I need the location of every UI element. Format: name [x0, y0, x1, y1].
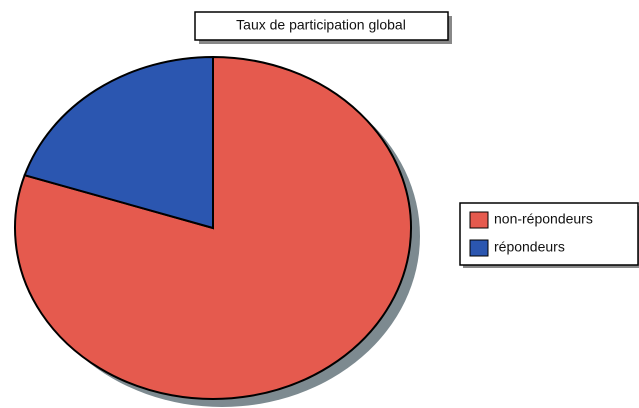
pie-slice	[23, 55, 214, 230]
chart-title: Taux de participation global	[236, 17, 406, 33]
legend-swatch	[469, 211, 489, 229]
title-box	[194, 11, 449, 41]
legend-box	[459, 202, 639, 266]
legend-label: non-répondeurs	[494, 211, 593, 227]
legend-swatch	[469, 239, 489, 257]
legend-label: répondeurs	[494, 239, 565, 255]
